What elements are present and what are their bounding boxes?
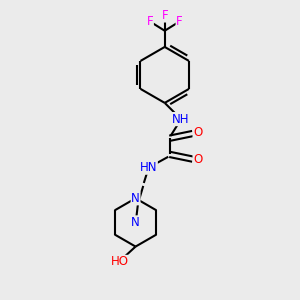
Text: NH: NH — [172, 112, 190, 126]
Text: N: N — [131, 216, 140, 229]
Text: HN: HN — [140, 161, 157, 174]
Text: N: N — [131, 192, 140, 205]
Text: O: O — [193, 153, 202, 166]
Text: F: F — [147, 15, 153, 28]
Text: HO: HO — [110, 255, 128, 268]
Text: F: F — [176, 15, 183, 28]
Text: O: O — [193, 126, 202, 140]
Text: F: F — [161, 9, 168, 22]
